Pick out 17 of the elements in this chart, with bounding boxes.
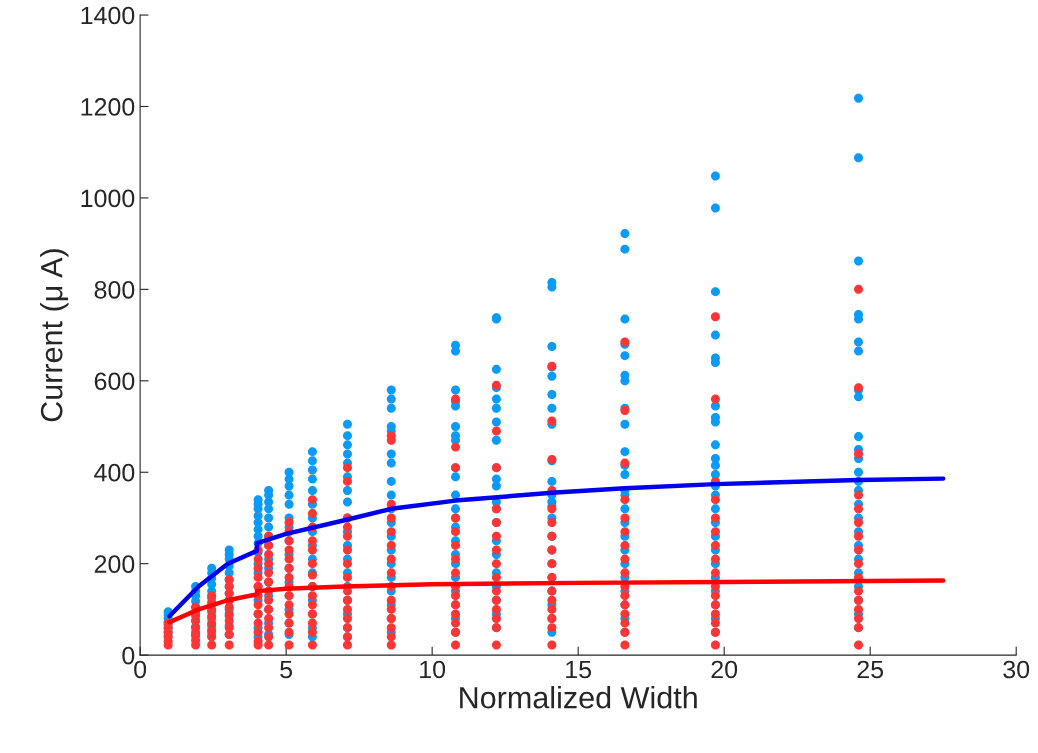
x-axis-title: Normalized Width <box>460 686 697 709</box>
y-tick-label: 800 <box>94 280 135 299</box>
y-tick-label: 600 <box>94 372 135 391</box>
x-tick-label: 20 <box>711 660 738 679</box>
y-tick-label: 0 <box>122 646 135 665</box>
x-tick-label: 5 <box>280 660 293 679</box>
x-tick-label: 30 <box>1003 660 1030 679</box>
x-tick-label: 15 <box>566 660 592 679</box>
x-tick-label: 25 <box>857 660 884 679</box>
y-axis-title: Current (μ A) <box>40 249 69 422</box>
x-tick-label: 0 <box>134 660 147 679</box>
y-tick-label: 200 <box>94 555 135 573</box>
y-tick-label: 1000 <box>81 189 135 208</box>
y-tick-label: 400 <box>94 463 135 482</box>
x-tick-label: 10 <box>420 660 446 679</box>
y-tick-label: 1400 <box>81 6 135 25</box>
y-tick-label: 1200 <box>81 98 135 116</box>
